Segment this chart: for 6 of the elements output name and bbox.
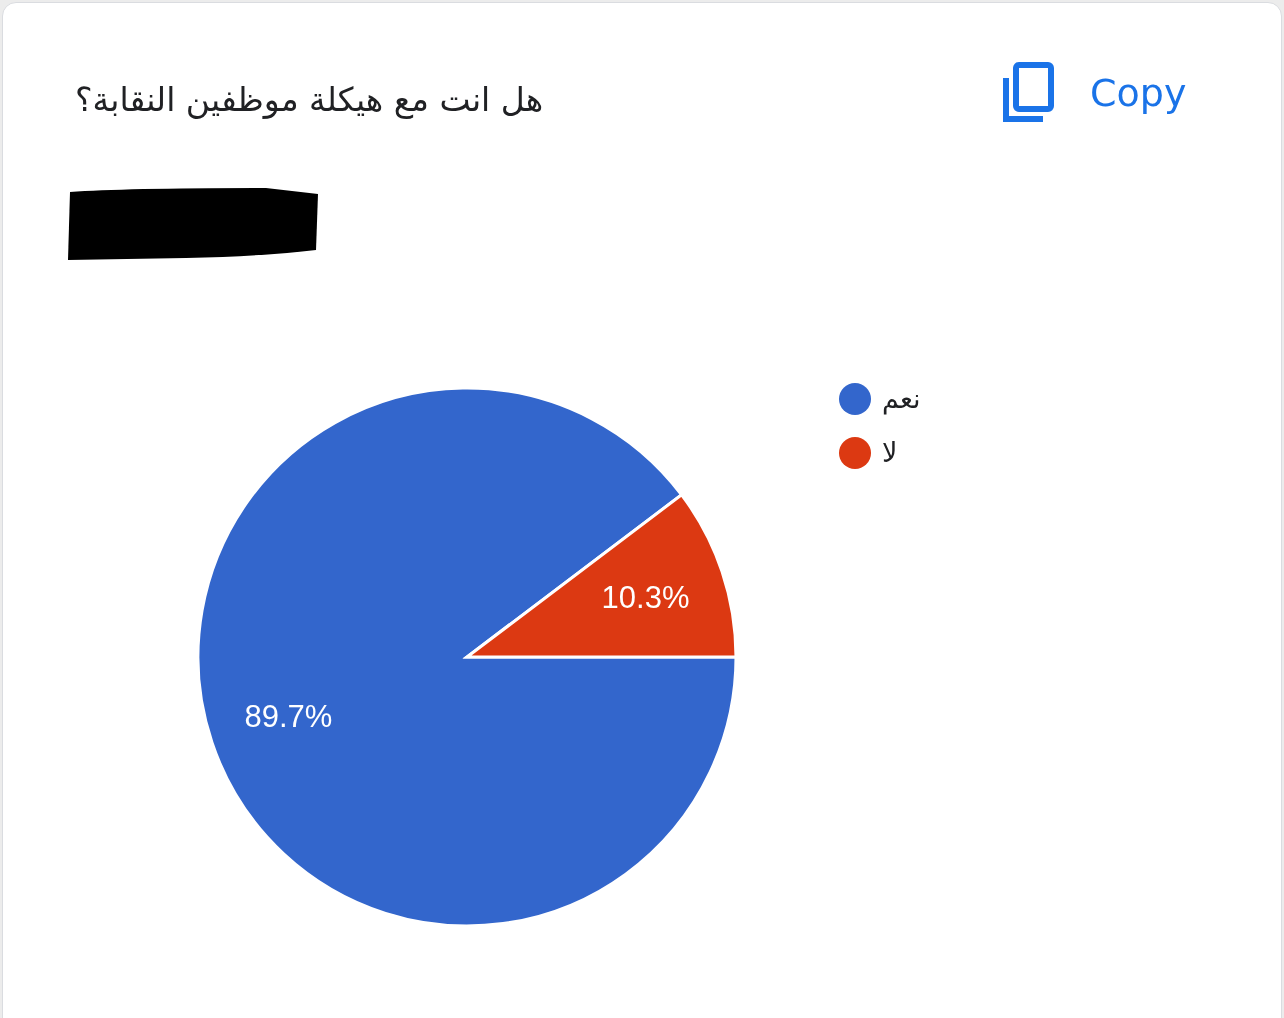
legend-label: لا: [882, 436, 898, 470]
text: Copy: [1090, 70, 1187, 117]
data-label: 89.7%: [244, 699, 333, 735]
data-label: 10.3%: [601, 579, 690, 615]
chart-title: هل انت مع هيكلة موظفين النقابة؟: [75, 79, 544, 121]
legend-label: نعم: [882, 382, 921, 417]
